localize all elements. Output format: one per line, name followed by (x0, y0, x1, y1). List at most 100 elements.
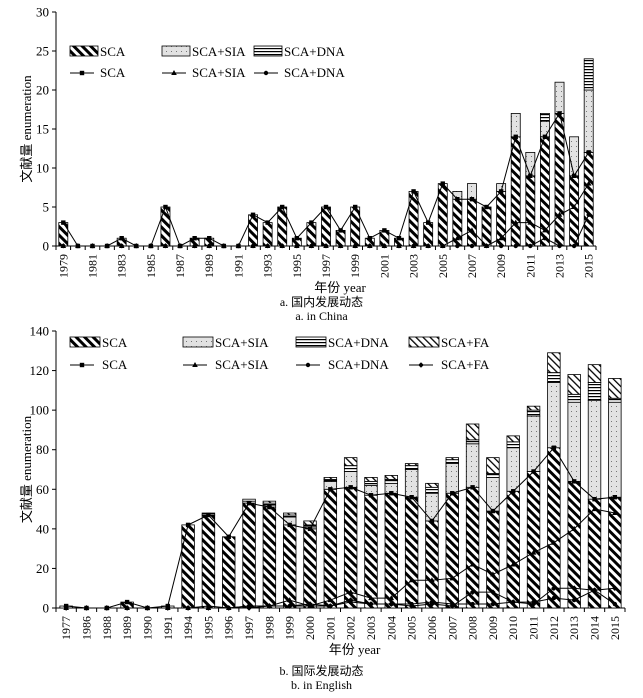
series-point (63, 605, 69, 611)
bar-segment (222, 536, 236, 609)
y-axis-title: 文献量 enumeration (19, 75, 34, 183)
series-point (309, 220, 314, 225)
series-point (246, 605, 252, 611)
bar-segment (567, 401, 581, 482)
bar-segment (364, 494, 378, 609)
bar-segment (486, 473, 500, 478)
series-point (455, 243, 460, 249)
series-point (347, 589, 354, 595)
x-tick-label: 2009 (494, 254, 508, 278)
bar-segment (181, 524, 195, 609)
series-point (586, 212, 591, 217)
series-point (307, 601, 313, 607)
series-point (528, 243, 533, 249)
series-point (429, 601, 435, 607)
bar-segment (262, 500, 277, 504)
series-point (513, 134, 518, 139)
series-point (192, 243, 197, 249)
series-point (490, 601, 496, 607)
series-point (571, 585, 577, 592)
x-tick-label: 2002 (344, 616, 358, 640)
bar-segment (526, 405, 541, 411)
x-tick-label: 1983 (115, 254, 129, 278)
bar-segment (526, 415, 541, 472)
series-point (164, 605, 171, 611)
bar-segment (608, 378, 622, 399)
series-point (205, 605, 212, 611)
bar-segment (384, 475, 399, 480)
bar-segment (343, 465, 358, 472)
x-axis-title: 年份 year (329, 642, 381, 657)
series-point (571, 243, 577, 249)
series-point (83, 605, 90, 611)
y-tick-label: 0 (43, 601, 50, 616)
bar-segment (554, 113, 565, 247)
series-point (134, 243, 139, 249)
legend-marker (79, 70, 85, 76)
bar-segment (58, 222, 69, 247)
bar-segment (583, 151, 594, 247)
series-point (612, 495, 618, 500)
bar-segment (262, 222, 273, 247)
series-point (207, 236, 212, 241)
legend-marker (171, 70, 177, 75)
series-point (498, 235, 504, 241)
series-point (571, 525, 577, 531)
series-point (592, 496, 597, 502)
legend-swatch (253, 45, 283, 57)
bar-segment (248, 214, 258, 247)
series-point (368, 601, 374, 607)
bar-segment (384, 478, 399, 484)
series-point (612, 510, 618, 516)
series-point (512, 219, 519, 225)
y-tick-label: 60 (36, 482, 49, 497)
legend-label: SCA+SIA (192, 65, 246, 80)
series-point (90, 243, 95, 249)
series-point (571, 597, 577, 603)
legend-label: SCA+FA (441, 335, 490, 350)
y-tick-label: 30 (36, 5, 49, 20)
series-point (367, 243, 372, 249)
y-tick-label: 25 (36, 44, 49, 59)
series-point (382, 243, 387, 249)
series-point (409, 495, 414, 500)
x-tick-label: 1981 (85, 254, 99, 278)
y-tick-label: 140 (30, 324, 50, 339)
series-point (119, 236, 124, 241)
x-tick-label: 1977 (59, 616, 73, 640)
x-tick-label: 1991 (161, 616, 175, 640)
bar-segment (608, 401, 622, 498)
series-point (328, 487, 333, 492)
series-point (542, 236, 548, 241)
series-point (510, 599, 517, 605)
series-point (557, 243, 562, 249)
series-point (411, 243, 416, 249)
x-tick-label: 1997 (242, 616, 256, 640)
series-point (551, 585, 557, 592)
bar-segment (506, 441, 520, 449)
x-tick-label: 1999 (283, 616, 297, 640)
series-point (440, 243, 445, 249)
bar-segment (465, 439, 480, 445)
series-point (309, 243, 314, 249)
bar-segment (160, 206, 171, 247)
series-point (327, 597, 334, 603)
y-tick-label: 80 (36, 442, 49, 457)
series-point (294, 236, 300, 241)
series-point (61, 220, 66, 225)
x-tick-label: 1998 (262, 616, 276, 640)
bar-segment (567, 374, 581, 395)
series-point (469, 227, 475, 233)
series-point (382, 228, 387, 233)
x-tick-label: 2004 (384, 616, 398, 640)
series-point (389, 491, 394, 496)
series-point (287, 522, 292, 528)
bar-segment (547, 352, 561, 373)
series-point (440, 181, 445, 186)
bar-segment (303, 528, 317, 609)
bar-segment (486, 457, 500, 474)
bar-segment (539, 120, 550, 138)
y-tick-label: 15 (36, 122, 49, 137)
series-point (207, 243, 212, 249)
bar-segment (510, 113, 521, 138)
